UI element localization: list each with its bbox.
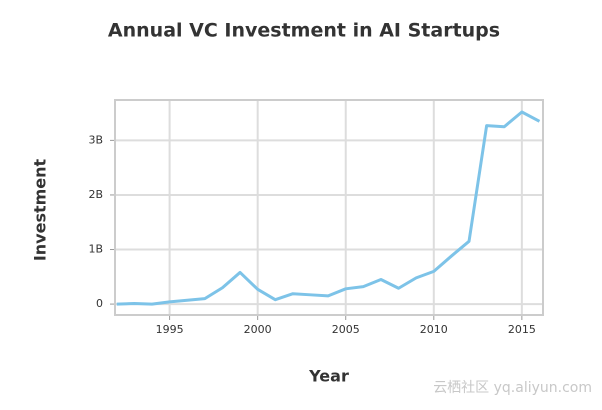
data-line	[116, 110, 541, 306]
chart-title: Annual VC Investment in AI Startups	[108, 20, 500, 42]
x-tick-label: 2005	[332, 323, 360, 336]
x-axis-label: Year	[308, 367, 349, 386]
plot-frame	[114, 99, 544, 316]
x-tick-label: 2015	[508, 323, 536, 336]
y-axis-label: Investment	[31, 158, 50, 261]
y-tick-label: 1B	[88, 243, 103, 256]
x-tick-label: 2010	[420, 323, 448, 336]
y-tick-label: 0	[96, 297, 103, 310]
y-tick-label: 2B	[88, 188, 103, 201]
x-tick-label: 1995	[156, 323, 184, 336]
y-tick-label: 3B	[88, 133, 103, 146]
x-tick-label: 2000	[244, 323, 272, 336]
watermark: 云栖社区 yq.aliyun.com	[433, 380, 592, 396]
